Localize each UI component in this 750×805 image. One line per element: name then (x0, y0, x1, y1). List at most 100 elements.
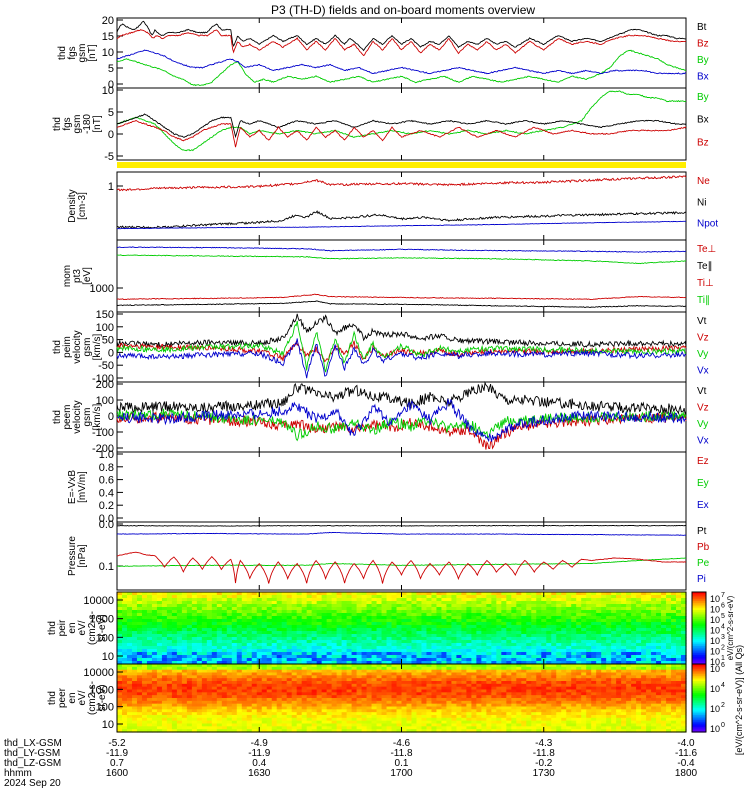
y-tick-label: 200 (96, 379, 114, 391)
y-tick-label: 10 (102, 85, 114, 97)
y-tick-label: 15 (102, 31, 114, 43)
legend-entry: Pi (697, 574, 706, 585)
y-tick-label: 50 (102, 335, 114, 347)
y-tick-label: 1.0 (99, 449, 114, 461)
legend-entry: Vx (697, 366, 709, 377)
spectrogram-electron-eflux (117, 664, 687, 733)
legend-entry: Bx (697, 115, 709, 126)
y-tick-label: 0 (108, 347, 114, 359)
legend-entry: Vt (697, 386, 707, 397)
legend-entry: Vx (697, 436, 709, 447)
panel-frame (117, 452, 686, 522)
y-axis-label: [eV] (82, 267, 93, 285)
y-tick-label: 0.2 (99, 500, 114, 512)
y-tick-label: 0.6 (99, 475, 114, 487)
y-axis-label: [nT] (87, 44, 98, 61)
figure-title: P3 (TH-D) fields and on-board moments ov… (271, 3, 535, 17)
legend-entry: Pe (697, 558, 710, 569)
y-tick-label: 150 (96, 309, 114, 321)
legend-entry: Vz (697, 403, 709, 414)
series-line-Ti⊥ (117, 247, 686, 253)
legend-entry: Ez (697, 456, 709, 467)
panel-frame (117, 522, 686, 590)
series-line-Pt (117, 525, 686, 526)
series-line-Vy (117, 321, 686, 372)
legend-entry: Pt (697, 526, 707, 537)
legend-entry: Pb (697, 542, 710, 553)
y-tick-label: 0.8 (99, 462, 114, 474)
y-tick-label: 0 (108, 411, 114, 423)
panel-frame (117, 88, 686, 160)
legend-entry: By (697, 92, 709, 103)
y-tick-label: -5 (104, 151, 114, 163)
y-tick-label: 5 (108, 107, 114, 119)
y-tick-label: 5 (108, 63, 114, 75)
series-line-Vt (117, 314, 686, 347)
series-line-By (117, 91, 686, 151)
y-axis-label: [mV/m] (77, 471, 88, 503)
legend-entry: Bz (697, 137, 709, 148)
legend-entry: Te∥ (697, 261, 713, 272)
panel-frame (117, 18, 686, 88)
series-line-Bx (117, 50, 686, 74)
legend-entry: Ti∥ (697, 295, 710, 306)
y-tick-label: 100 (96, 322, 114, 334)
y-tick-label: 10 (102, 47, 114, 59)
y-tick-label: 0.4 (99, 487, 114, 499)
y-tick-label: 0.1 (99, 561, 114, 573)
legend-entry: Te⊥ (697, 244, 716, 255)
y-tick-label: -50 (98, 360, 114, 372)
series-line-Bt (117, 21, 686, 50)
y-tick-label: 1000 (90, 283, 114, 295)
series-line-Te∥ (117, 301, 686, 308)
legend-entry: Bt (697, 22, 707, 33)
y-axis-label: [nPa] (77, 544, 88, 568)
y-tick-label: 0.0 (99, 519, 114, 531)
y-tick-label: 1 (108, 181, 114, 193)
legend-entry: Vy (697, 349, 708, 360)
legend-entry: Vz (697, 333, 709, 344)
series-line-Ti∥ (117, 255, 686, 264)
y-axis-label: [km/s] (92, 333, 103, 360)
legend-entry: Vy (697, 419, 708, 430)
y-axis-label: [cm-3] (77, 192, 88, 220)
quality-flag-bar (117, 162, 686, 168)
panel-frame (117, 240, 686, 312)
legend-entry: Ne (697, 176, 710, 187)
legend-entry: Vt (697, 316, 707, 327)
y-axis-label: [km/s] (92, 403, 103, 430)
series-line-Te⊥ (117, 294, 686, 299)
legend-entry: Ex (697, 500, 709, 511)
series-line-Bz (117, 30, 686, 56)
series-line-Vt (117, 383, 686, 414)
legend-entry: Bx (697, 72, 709, 83)
spectrogram-ion-eflux (117, 592, 687, 665)
series-line-Ne (117, 176, 686, 191)
y-axis-label: [nT] (92, 115, 103, 132)
legend-entry: Ey (697, 478, 709, 489)
y-axis-label: sr-eV) (97, 614, 108, 641)
series-line-Pb (117, 552, 686, 583)
y-tick-label: 10000 (83, 595, 114, 607)
y-tick-label: 0 (108, 129, 114, 141)
panel-frame (117, 172, 686, 240)
legend-entry: Ni (697, 197, 706, 208)
legend-entry: Npot (697, 219, 718, 230)
legend-entry: By (697, 55, 709, 66)
legend-entry: Ti⊥ (697, 278, 714, 289)
y-tick-label: 20 (102, 15, 114, 27)
legend-entry: Bz (697, 39, 709, 50)
series-line-Pi (117, 532, 686, 535)
